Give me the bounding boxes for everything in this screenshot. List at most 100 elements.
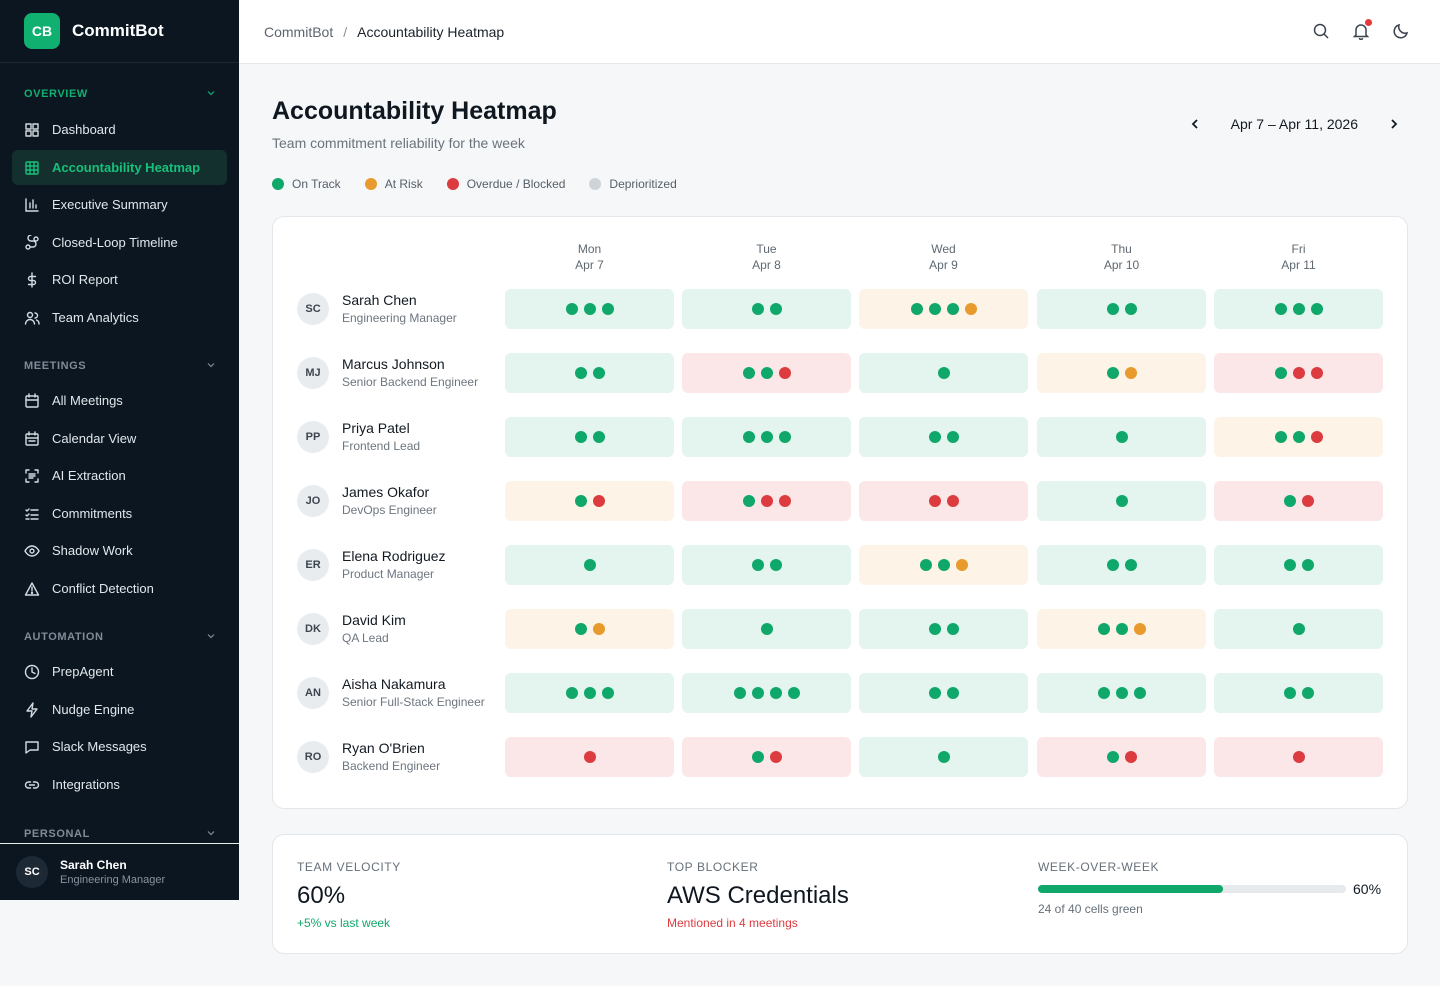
person-name[interactable]: Sarah Chen <box>342 292 417 308</box>
status-dot-green <box>910 303 923 315</box>
heatmap-cell[interactable] <box>1037 353 1206 393</box>
heatmap-cell[interactable] <box>1214 673 1383 713</box>
heatmap-cell[interactable] <box>859 609 1028 649</box>
person-name[interactable]: David Kim <box>342 612 406 628</box>
sidebar-item-shadow-work[interactable]: Shadow Work <box>12 533 227 568</box>
person-role: Engineering Manager <box>342 311 457 325</box>
bell-icon[interactable] <box>1352 19 1372 41</box>
user-card[interactable]: SC Sarah Chen Engineering Manager <box>0 843 239 900</box>
heatmap-cell[interactable] <box>1214 545 1383 585</box>
heatmap-cell[interactable] <box>859 673 1028 713</box>
heatmap-cell[interactable] <box>859 289 1028 329</box>
heatmap-cell[interactable] <box>859 545 1028 585</box>
heatmap-cell[interactable] <box>505 417 674 457</box>
section-header-personal[interactable]: PERSONAL <box>24 827 215 841</box>
heatmap-cell[interactable] <box>505 609 674 649</box>
heatmap-cell[interactable] <box>1214 353 1383 393</box>
sidebar-item-nudge-engine[interactable]: Nudge Engine <box>12 692 227 727</box>
heatmap-cell[interactable] <box>1037 289 1206 329</box>
status-dot-green <box>946 303 959 315</box>
section-header-meetings[interactable]: MEETINGS <box>24 359 215 373</box>
heatmap-cell[interactable] <box>505 289 674 329</box>
sidebar-item-ai-extraction[interactable]: AI Extraction <box>12 458 227 493</box>
status-dot-green <box>742 367 755 379</box>
person-name[interactable]: Elena Rodriguez <box>342 548 446 564</box>
heatmap-cell[interactable] <box>682 481 851 521</box>
heatmap-cell[interactable] <box>1214 481 1383 521</box>
person-name[interactable]: Ryan O'Brien <box>342 740 425 756</box>
status-dot-red <box>778 367 791 379</box>
heatmap-cell[interactable] <box>682 545 851 585</box>
heatmap-cell[interactable] <box>682 353 851 393</box>
heatmap-cell[interactable] <box>1214 417 1383 457</box>
heatmap-cell[interactable] <box>505 673 674 713</box>
heatmap-cell[interactable] <box>505 481 674 521</box>
legend-dot <box>272 178 284 190</box>
heatmap-cell[interactable] <box>1037 673 1206 713</box>
section-header-automation[interactable]: AUTOMATION <box>24 630 215 644</box>
heatmap-cell[interactable] <box>1214 609 1383 649</box>
heatmap-cell[interactable] <box>682 673 851 713</box>
sidebar-item-dashboard[interactable]: Dashboard <box>12 112 227 147</box>
sidebar-item-commitments[interactable]: Commitments <box>12 496 227 531</box>
sidebar-item-prepagent[interactable]: PrepAgent <box>12 654 227 689</box>
heatmap-cell[interactable] <box>505 737 674 777</box>
avatar: AN <box>297 677 329 709</box>
avatar: SC <box>16 856 48 888</box>
heatmap-cell[interactable] <box>1037 481 1206 521</box>
search-icon[interactable] <box>1312 22 1330 40</box>
breadcrumb-current: Accountability Heatmap <box>357 23 505 40</box>
heatmap-cell[interactable] <box>682 289 851 329</box>
heatmap-cell[interactable] <box>1214 737 1383 777</box>
status-dot-green <box>1301 687 1314 699</box>
heatmap-cell[interactable] <box>1037 545 1206 585</box>
breadcrumb-root[interactable]: CommitBot <box>264 23 334 40</box>
sidebar-item-all-meetings[interactable]: All Meetings <box>12 383 227 418</box>
status-dot-green <box>1097 687 1110 699</box>
status-dot-green <box>937 367 950 379</box>
person-name[interactable]: Aisha Nakamura <box>342 676 446 692</box>
moon-icon[interactable] <box>1392 22 1410 40</box>
status-dot-green <box>583 687 596 699</box>
heatmap-cell[interactable] <box>1037 737 1206 777</box>
sidebar-item-integrations[interactable]: Integrations <box>12 767 227 802</box>
sidebar-item-calendar-view[interactable]: Calendar View <box>12 421 227 456</box>
progress-note: 24 of 40 cells green <box>1038 902 1143 916</box>
chevron-right-icon[interactable] <box>1386 116 1402 132</box>
heatmap-cell[interactable] <box>1037 609 1206 649</box>
users-icon <box>24 310 52 326</box>
sidebar-item-accountability-heatmap[interactable]: Accountability Heatmap <box>12 150 227 185</box>
heatmap-cell[interactable] <box>505 545 674 585</box>
status-dot-green <box>1115 495 1128 507</box>
heatmap-cell[interactable] <box>859 417 1028 457</box>
heatmap-cell[interactable] <box>859 481 1028 521</box>
sidebar-item-slack-messages[interactable]: Slack Messages <box>12 729 227 764</box>
sidebar-item-closed-loop-timeline[interactable]: Closed-Loop Timeline <box>12 225 227 260</box>
message-icon <box>24 739 52 755</box>
heatmap-cell[interactable] <box>682 737 851 777</box>
sidebar-item-conflict-detection[interactable]: Conflict Detection <box>12 571 227 606</box>
legend-dot <box>446 178 459 190</box>
heatmap-cell[interactable] <box>505 353 674 393</box>
person-name[interactable]: James Okafor <box>342 484 430 500</box>
status-dot-green <box>751 303 764 315</box>
sidebar-item-team-analytics[interactable]: Team Analytics <box>12 300 227 335</box>
brand[interactable]: CB CommitBot <box>0 0 239 63</box>
sidebar-item-label: Accountability Heatmap <box>52 160 201 175</box>
chevron-left-icon[interactable] <box>1187 116 1203 132</box>
sidebar-item-roi-report[interactable]: ROI Report <box>12 262 227 297</box>
heatmap-cell[interactable] <box>682 417 851 457</box>
heatmap-cell[interactable] <box>1214 289 1383 329</box>
person-name[interactable]: Marcus Johnson <box>342 356 445 372</box>
sidebar-item-executive-summary[interactable]: Executive Summary <box>12 187 227 222</box>
person-name[interactable]: Priya Patel <box>342 420 410 436</box>
avatar: DK <box>297 613 329 645</box>
heatmap-cell[interactable] <box>859 737 1028 777</box>
stats-card: TEAM VELOCITY 60% +5% vs last week TOP B… <box>272 834 1408 954</box>
sidebar-item-label: Dashboard <box>52 122 116 137</box>
heatmap-cell[interactable] <box>682 609 851 649</box>
status-dot-green <box>1283 495 1296 507</box>
section-header-overview[interactable]: OVERVIEW <box>24 87 215 101</box>
heatmap-cell[interactable] <box>859 353 1028 393</box>
heatmap-cell[interactable] <box>1037 417 1206 457</box>
